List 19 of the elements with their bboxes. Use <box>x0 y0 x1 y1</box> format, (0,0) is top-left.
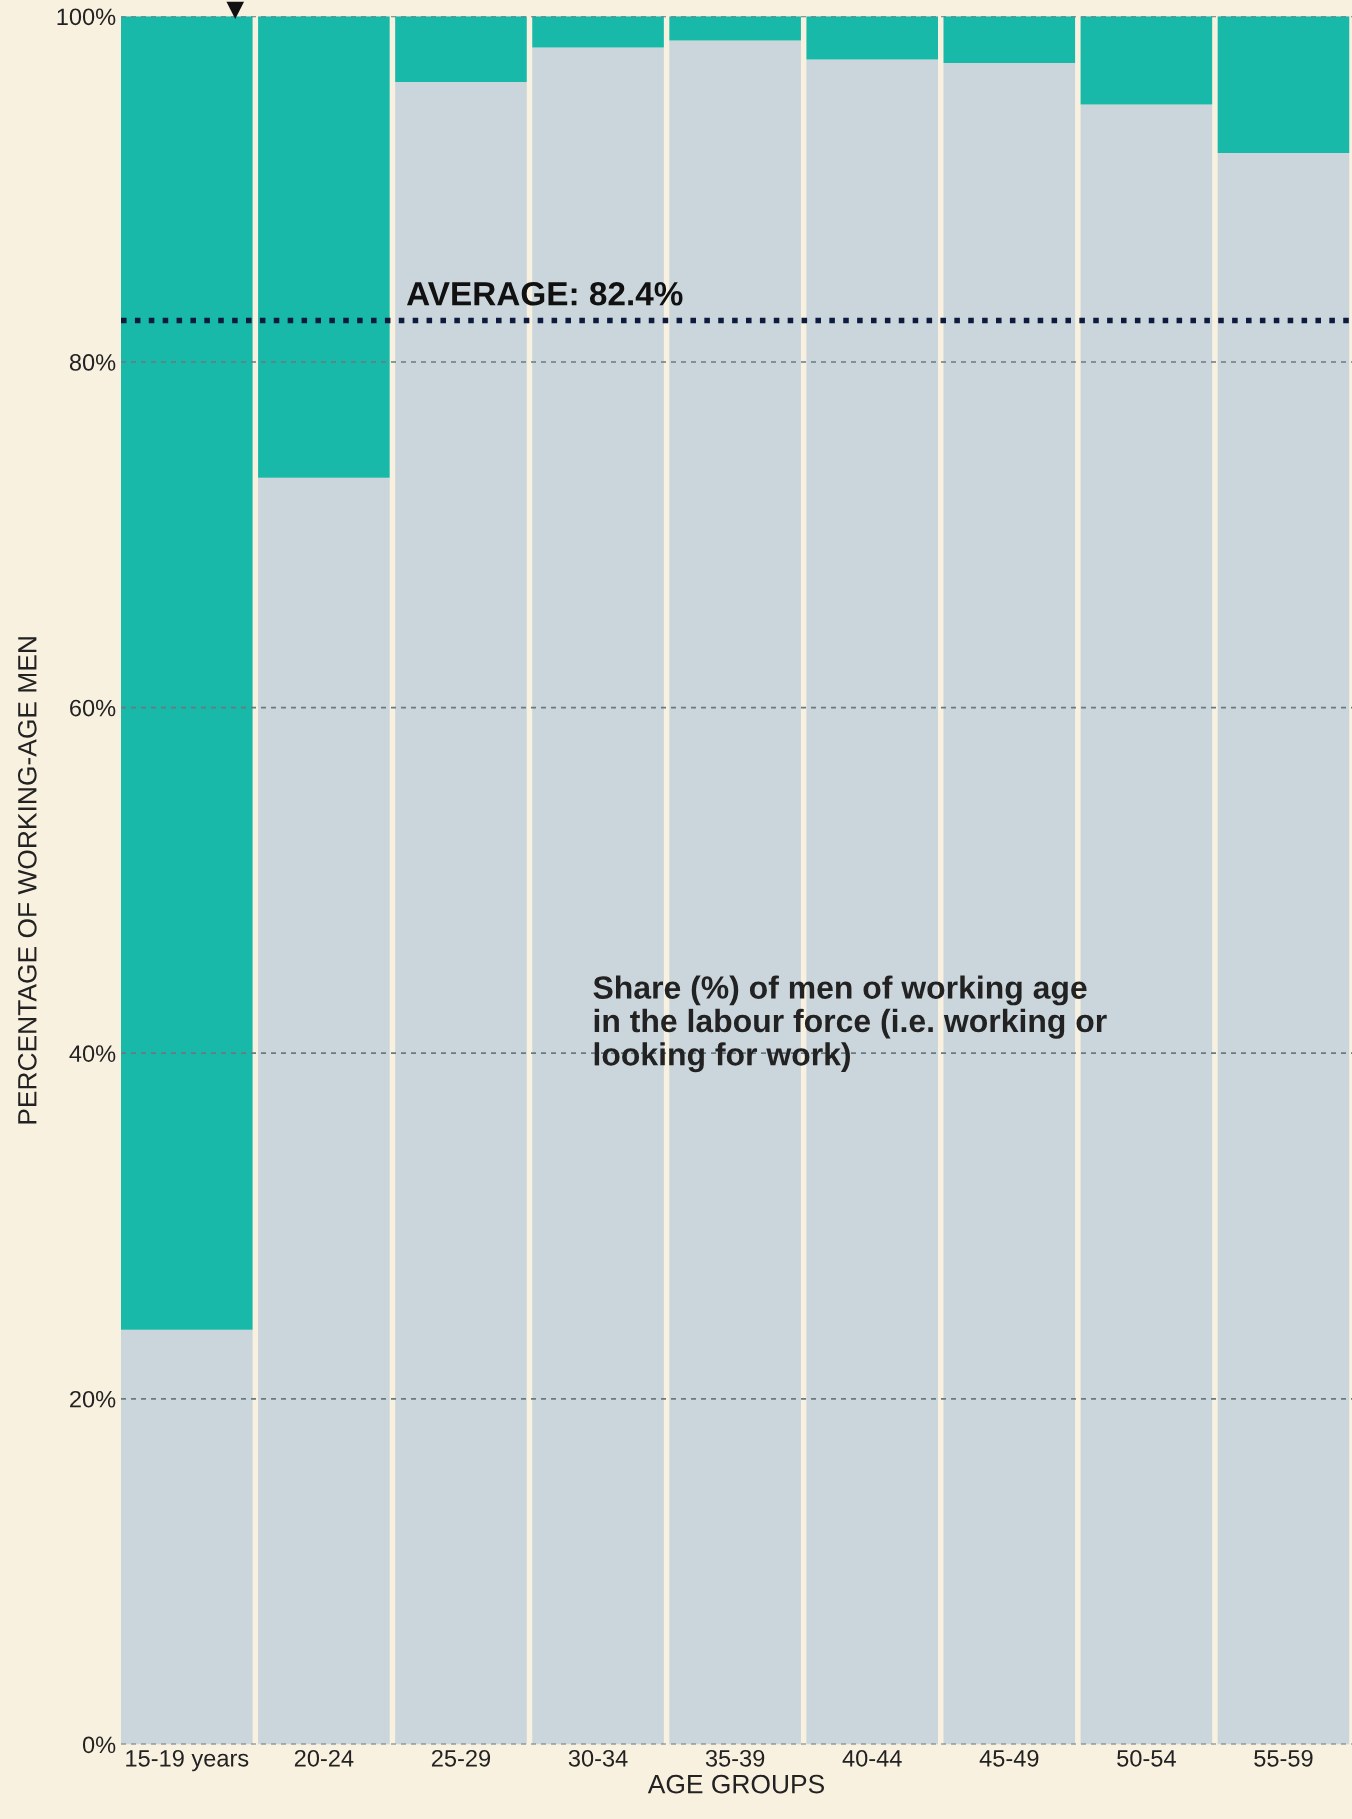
x-axis-title: AGE GROUPS <box>647 1774 824 1794</box>
x-tick-label: 55-59 <box>1254 1749 1313 1767</box>
y-tick-label: 60% <box>70 699 116 717</box>
ref-line-label: AVERAGE: 82.4% <box>406 281 683 306</box>
x-tick-label: 25-29 <box>431 1749 491 1767</box>
y-tick-label: 20% <box>70 1390 116 1408</box>
y-tick-label: 100% <box>57 8 116 26</box>
x-tick-label: 15-19 years <box>126 1749 249 1772</box>
y-axis-title: PERCENTAGE OF WORKING-AGE MEN <box>17 637 37 1124</box>
y-tick-label: 80% <box>69 354 116 371</box>
x-tick-label: 50-54 <box>1117 1749 1176 1767</box>
y-tick-label: 40% <box>69 1045 116 1062</box>
x-tick-label: 30-34 <box>568 1749 628 1767</box>
y-tick-label: 0% <box>82 1736 116 1754</box>
annotation: Share (%) of men of working age in the labour force (i.e. working or looking for work) <box>593 975 1107 1073</box>
x-tick-label: 35-39 <box>705 1749 765 1767</box>
x-tick-label: 20-24 <box>294 1749 354 1767</box>
x-tick-label: 40-44 <box>842 1749 902 1767</box>
x-tick-label: 45-49 <box>979 1749 1039 1767</box>
